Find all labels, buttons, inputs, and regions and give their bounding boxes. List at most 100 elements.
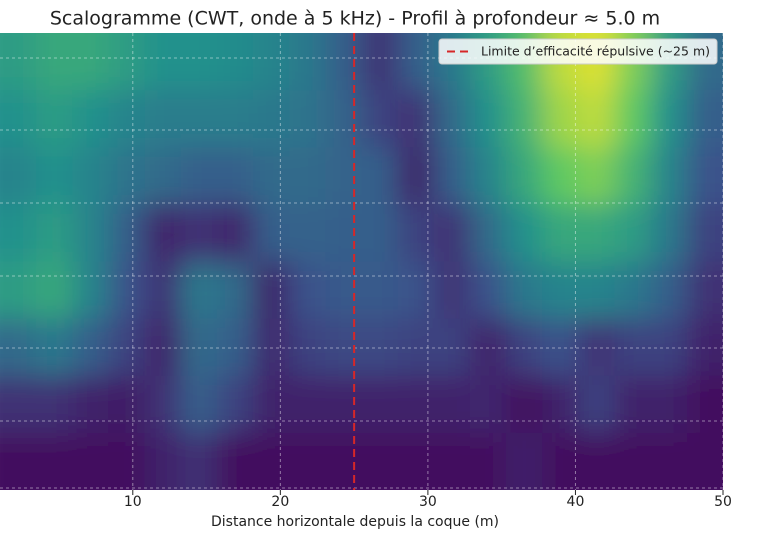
heatmap-cell bbox=[216, 147, 254, 205]
heatmap-cell bbox=[650, 318, 688, 377]
grid bbox=[0, 33, 724, 490]
heatmap-cell bbox=[216, 318, 254, 377]
heatmap-cell bbox=[506, 204, 543, 262]
x-tick-label: 40 bbox=[567, 494, 585, 510]
heatmap-cell bbox=[686, 204, 723, 262]
heatmap-cell bbox=[361, 204, 399, 262]
heatmap-cell bbox=[433, 204, 471, 262]
heatmap-cell bbox=[72, 318, 109, 377]
heatmap-cell bbox=[469, 318, 507, 377]
heatmap-cell bbox=[108, 147, 146, 205]
heatmap-cell bbox=[0, 147, 37, 205]
heatmap-cell bbox=[36, 261, 73, 320]
heatmap-cell bbox=[361, 375, 399, 434]
heatmap-cell bbox=[144, 375, 182, 434]
heatmap-cell bbox=[614, 204, 652, 262]
heatmap-cell bbox=[469, 90, 507, 148]
heatmap-cell bbox=[289, 375, 326, 434]
heatmap-cell bbox=[650, 261, 688, 320]
heatmap-cell bbox=[578, 375, 616, 434]
heatmap-cell bbox=[542, 90, 579, 148]
heatmap-cell bbox=[216, 432, 254, 490]
heatmap-cell bbox=[180, 375, 218, 434]
heatmap-cell bbox=[361, 33, 399, 91]
heatmap-cell bbox=[397, 375, 435, 434]
heatmap-cell bbox=[144, 33, 182, 91]
heatmap-cell bbox=[650, 432, 688, 490]
heatmap-cell bbox=[0, 318, 37, 377]
heatmap-cell bbox=[72, 261, 109, 320]
heatmap-cell bbox=[72, 204, 109, 262]
heatmap-cell bbox=[72, 147, 109, 205]
heatmap-cell bbox=[36, 33, 73, 91]
heatmap-cell bbox=[614, 147, 652, 205]
heatmap-cell bbox=[108, 33, 146, 91]
heatmap-cell bbox=[578, 90, 616, 148]
heatmap-cell bbox=[686, 375, 723, 434]
heatmap-cell bbox=[289, 33, 326, 91]
heatmap-cell bbox=[180, 318, 218, 377]
heatmap-cell bbox=[325, 147, 362, 205]
heatmap-cell bbox=[0, 33, 37, 91]
heatmap-cell bbox=[180, 261, 218, 320]
heatmap-cell bbox=[361, 432, 399, 490]
heatmap-cell bbox=[325, 318, 362, 377]
heatmap-cell bbox=[397, 261, 435, 320]
heatmap-cell bbox=[36, 432, 73, 490]
heatmap-cell bbox=[144, 318, 182, 377]
heatmap-cell bbox=[578, 261, 616, 320]
heatmap-cell bbox=[72, 90, 109, 148]
heatmap-cell bbox=[397, 204, 435, 262]
heatmap-cell bbox=[325, 261, 362, 320]
heatmap-cell bbox=[361, 90, 399, 148]
heatmap-cell bbox=[289, 204, 326, 262]
heatmap-cell bbox=[0, 261, 37, 320]
heatmap-cell bbox=[542, 204, 579, 262]
heatmap-cell bbox=[650, 375, 688, 434]
heatmap-cell bbox=[180, 33, 218, 91]
heatmap-cell bbox=[469, 261, 507, 320]
x-axis-label: Distance horizontale depuis la coque (m) bbox=[211, 514, 499, 530]
heatmap-cell bbox=[614, 432, 652, 490]
heatmap-cell bbox=[72, 432, 109, 490]
heatmap-cell bbox=[253, 147, 290, 205]
heatmap-cell bbox=[686, 147, 723, 205]
heatmap-cell bbox=[506, 318, 543, 377]
heatmap-cell bbox=[650, 204, 688, 262]
heatmap-cell bbox=[578, 147, 616, 205]
heatmap-cell bbox=[542, 261, 579, 320]
heatmap-cell bbox=[542, 432, 579, 490]
heatmap-cell bbox=[36, 147, 73, 205]
heatmap-cell bbox=[180, 204, 218, 262]
heatmap-cell bbox=[36, 90, 73, 148]
chart-title: Scalogramme (CWT, onde à 5 kHz) - Profil… bbox=[50, 8, 660, 30]
heatmap-cell bbox=[433, 432, 471, 490]
heatmap-cell bbox=[289, 147, 326, 205]
heatmap-cell bbox=[0, 375, 37, 434]
heatmap-cell bbox=[216, 90, 254, 148]
heatmap-cell bbox=[506, 147, 543, 205]
heatmap-cell bbox=[542, 318, 579, 377]
heatmap-cell bbox=[216, 375, 254, 434]
heatmap-cell bbox=[614, 375, 652, 434]
legend: Limite d’efficacité répulsive (~25 m) bbox=[438, 38, 718, 65]
heatmap-cell bbox=[325, 204, 362, 262]
heatmap-cell bbox=[144, 147, 182, 205]
heatmap-cell bbox=[216, 204, 254, 262]
heatmap-cell bbox=[253, 375, 290, 434]
heatmap-cell bbox=[108, 375, 146, 434]
heatmap-cell bbox=[144, 261, 182, 320]
heatmap-cell bbox=[0, 204, 37, 262]
heatmap bbox=[0, 33, 723, 490]
heatmap-cell bbox=[397, 90, 435, 148]
heatmap-cell bbox=[433, 147, 471, 205]
heatmap-cell bbox=[325, 375, 362, 434]
heatmap-cell bbox=[469, 375, 507, 434]
heatmap-cell bbox=[108, 90, 146, 148]
heatmap-cell bbox=[469, 432, 507, 490]
heatmap-cell bbox=[506, 375, 543, 434]
heatmap-cell bbox=[686, 90, 723, 148]
heatmap-cell bbox=[325, 432, 362, 490]
x-tick-label: 10 bbox=[124, 494, 142, 510]
